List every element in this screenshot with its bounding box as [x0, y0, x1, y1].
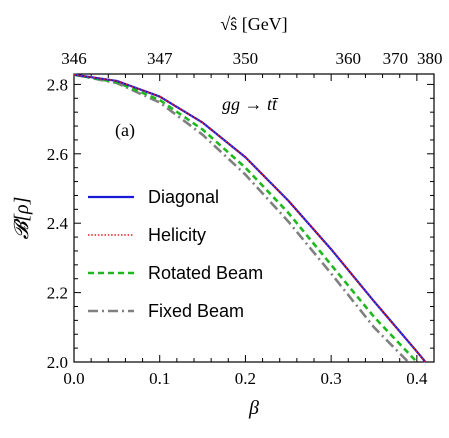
- y-tick-label: 2.0: [47, 353, 68, 372]
- y-axis-title: 𝓑[ρ]: [11, 197, 33, 240]
- series-lines: [73, 73, 427, 363]
- top-tick-label: 346: [61, 49, 87, 68]
- x-tick-label: 0.1: [149, 369, 170, 388]
- legend-label: Rotated Beam: [148, 263, 263, 283]
- x-tick-label: 0.4: [406, 369, 428, 388]
- x-axis-title: β: [248, 397, 259, 419]
- top-tick-label: 370: [383, 49, 409, 68]
- top-axis-ticks: 346 347 350 360 370 380: [61, 49, 442, 68]
- top-tick-label: 380: [417, 49, 443, 68]
- legend-label: Helicity: [148, 225, 206, 245]
- legend-label: Fixed Beam: [148, 301, 244, 321]
- x-axis-ticks: 0.0 0.1 0.2 0.3 0.4: [63, 74, 435, 388]
- y-tick-label: 2.8: [47, 75, 68, 94]
- y-axis-ticks: 2.0 2.2 2.4 2.6 2.8: [47, 75, 434, 372]
- top-tick-label: 360: [336, 49, 362, 68]
- x-tick-label: 0.0: [63, 369, 84, 388]
- y-tick-label: 2.6: [47, 145, 68, 164]
- series-line-helicity: [73, 73, 427, 363]
- x-tick-label: 0.3: [321, 369, 342, 388]
- y-tick-label: 2.4: [47, 214, 69, 233]
- series-line-fixed-beam: [73, 73, 410, 363]
- panel-label: (a): [115, 120, 135, 141]
- top-tick-label: 347: [147, 49, 173, 68]
- top-axis-title: √ŝ [GeV]: [220, 14, 287, 34]
- legend: Diagonal Helicity Rotated Beam Fixed Beam: [88, 187, 263, 321]
- series-line-diagonal: [73, 73, 427, 363]
- process-annotation: gg → tt̄: [222, 94, 279, 114]
- plot-frame: [73, 73, 435, 363]
- y-tick-label: 2.2: [47, 284, 68, 303]
- x-tick-label: 0.2: [235, 369, 256, 388]
- legend-label: Diagonal: [148, 187, 219, 207]
- series-line-rotated-beam: [73, 73, 418, 363]
- top-tick-label: 350: [233, 49, 259, 68]
